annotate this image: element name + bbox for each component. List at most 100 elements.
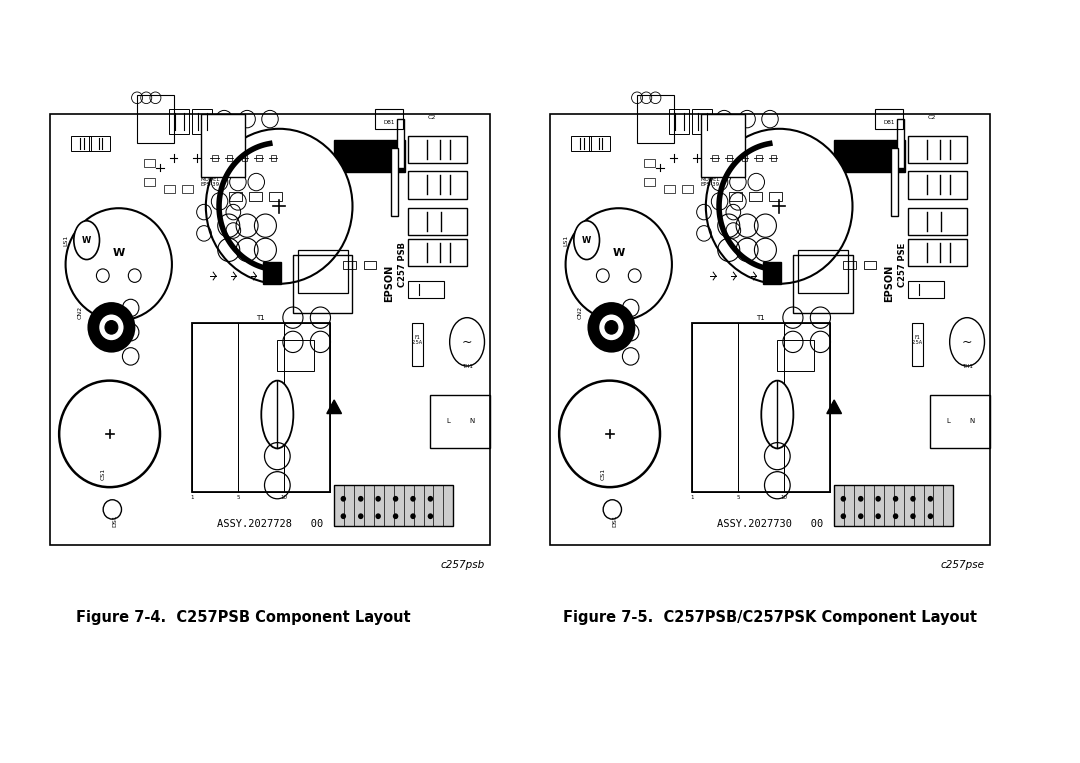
Circle shape — [603, 500, 621, 519]
Bar — [364, 262, 376, 269]
Text: N: N — [469, 418, 474, 424]
Text: W: W — [112, 248, 125, 258]
Bar — [71, 136, 91, 151]
Text: C2: C2 — [928, 115, 936, 120]
Text: CN2: CN2 — [78, 305, 82, 319]
Bar — [334, 485, 454, 526]
Bar — [590, 136, 609, 151]
Circle shape — [410, 513, 416, 519]
Bar — [242, 155, 247, 161]
Bar — [262, 262, 281, 284]
Circle shape — [876, 496, 881, 502]
Circle shape — [393, 513, 399, 519]
Circle shape — [376, 513, 381, 519]
Bar — [229, 192, 242, 201]
Text: c257psb: c257psb — [441, 560, 485, 570]
Circle shape — [893, 496, 899, 502]
Text: L: L — [447, 418, 450, 424]
Bar — [213, 155, 218, 161]
Text: 5: 5 — [237, 495, 240, 500]
Circle shape — [605, 320, 618, 334]
Bar — [550, 114, 990, 546]
Bar — [170, 109, 189, 134]
Ellipse shape — [949, 317, 985, 366]
Ellipse shape — [761, 381, 794, 449]
Bar — [784, 323, 829, 492]
Text: L: L — [947, 418, 950, 424]
Bar — [913, 323, 923, 366]
Bar — [834, 485, 954, 526]
Bar — [278, 340, 314, 371]
Bar — [271, 155, 276, 161]
Ellipse shape — [449, 317, 485, 366]
Bar — [137, 95, 174, 143]
Bar — [407, 172, 467, 198]
Circle shape — [428, 513, 433, 519]
Text: EPSON: EPSON — [885, 265, 894, 302]
Text: C2: C2 — [428, 115, 436, 120]
Bar — [907, 136, 967, 163]
Bar — [376, 109, 403, 129]
Circle shape — [89, 303, 134, 352]
Text: MODEL
EPS-39: MODEL EPS-39 — [701, 177, 720, 188]
Text: TH1: TH1 — [961, 364, 972, 369]
Bar — [183, 185, 193, 193]
Circle shape — [893, 513, 899, 519]
Circle shape — [376, 496, 381, 502]
Circle shape — [393, 496, 399, 502]
Bar — [407, 208, 467, 235]
Circle shape — [598, 314, 624, 341]
Text: EPSON: EPSON — [384, 265, 394, 302]
Circle shape — [566, 208, 672, 320]
Bar — [907, 172, 967, 198]
Bar — [644, 179, 654, 186]
Bar — [90, 136, 109, 151]
Bar — [407, 240, 467, 266]
Bar — [238, 323, 284, 492]
Text: DB1: DB1 — [883, 120, 895, 124]
Bar — [712, 155, 718, 161]
Text: C257 PSB: C257 PSB — [399, 242, 407, 287]
Bar — [201, 114, 245, 177]
Text: ~: ~ — [462, 336, 472, 349]
Text: F1
2.5A: F1 2.5A — [413, 334, 423, 346]
Text: CS1: CS1 — [600, 468, 606, 481]
Circle shape — [340, 496, 346, 502]
Circle shape — [59, 381, 160, 487]
Text: ASSY.2027730   00: ASSY.2027730 00 — [717, 519, 823, 529]
Bar — [297, 250, 348, 294]
Bar — [843, 262, 856, 269]
Bar — [769, 192, 782, 201]
Bar — [891, 148, 899, 216]
Text: 10: 10 — [280, 495, 287, 500]
Text: 10: 10 — [780, 495, 787, 500]
Circle shape — [928, 496, 933, 502]
Bar — [192, 109, 213, 134]
Bar — [192, 323, 329, 492]
Bar — [144, 159, 154, 166]
Text: ASSY.2027728   00: ASSY.2027728 00 — [217, 519, 323, 529]
Bar — [269, 192, 282, 201]
Bar — [727, 155, 732, 161]
Text: CN2: CN2 — [578, 305, 582, 319]
Text: 101: 101 — [1043, 741, 1071, 754]
Bar — [391, 148, 399, 216]
Bar — [793, 255, 852, 313]
Bar — [293, 255, 352, 313]
Circle shape — [559, 381, 660, 487]
Text: Appendix: Appendix — [9, 741, 79, 754]
Polygon shape — [827, 400, 841, 414]
Bar — [876, 109, 903, 129]
Bar — [407, 281, 444, 298]
Bar — [571, 136, 591, 151]
Bar — [742, 155, 747, 161]
Bar — [864, 262, 876, 269]
Circle shape — [98, 314, 124, 341]
Bar — [396, 119, 404, 168]
Text: Figure 7-5.  C257PSB/C257PSK Component Layout: Figure 7-5. C257PSB/C257PSK Component La… — [563, 610, 977, 625]
Polygon shape — [327, 400, 341, 414]
Circle shape — [357, 496, 364, 502]
Bar — [692, 323, 738, 492]
Circle shape — [104, 500, 121, 519]
Text: c257pse: c257pse — [941, 560, 985, 570]
